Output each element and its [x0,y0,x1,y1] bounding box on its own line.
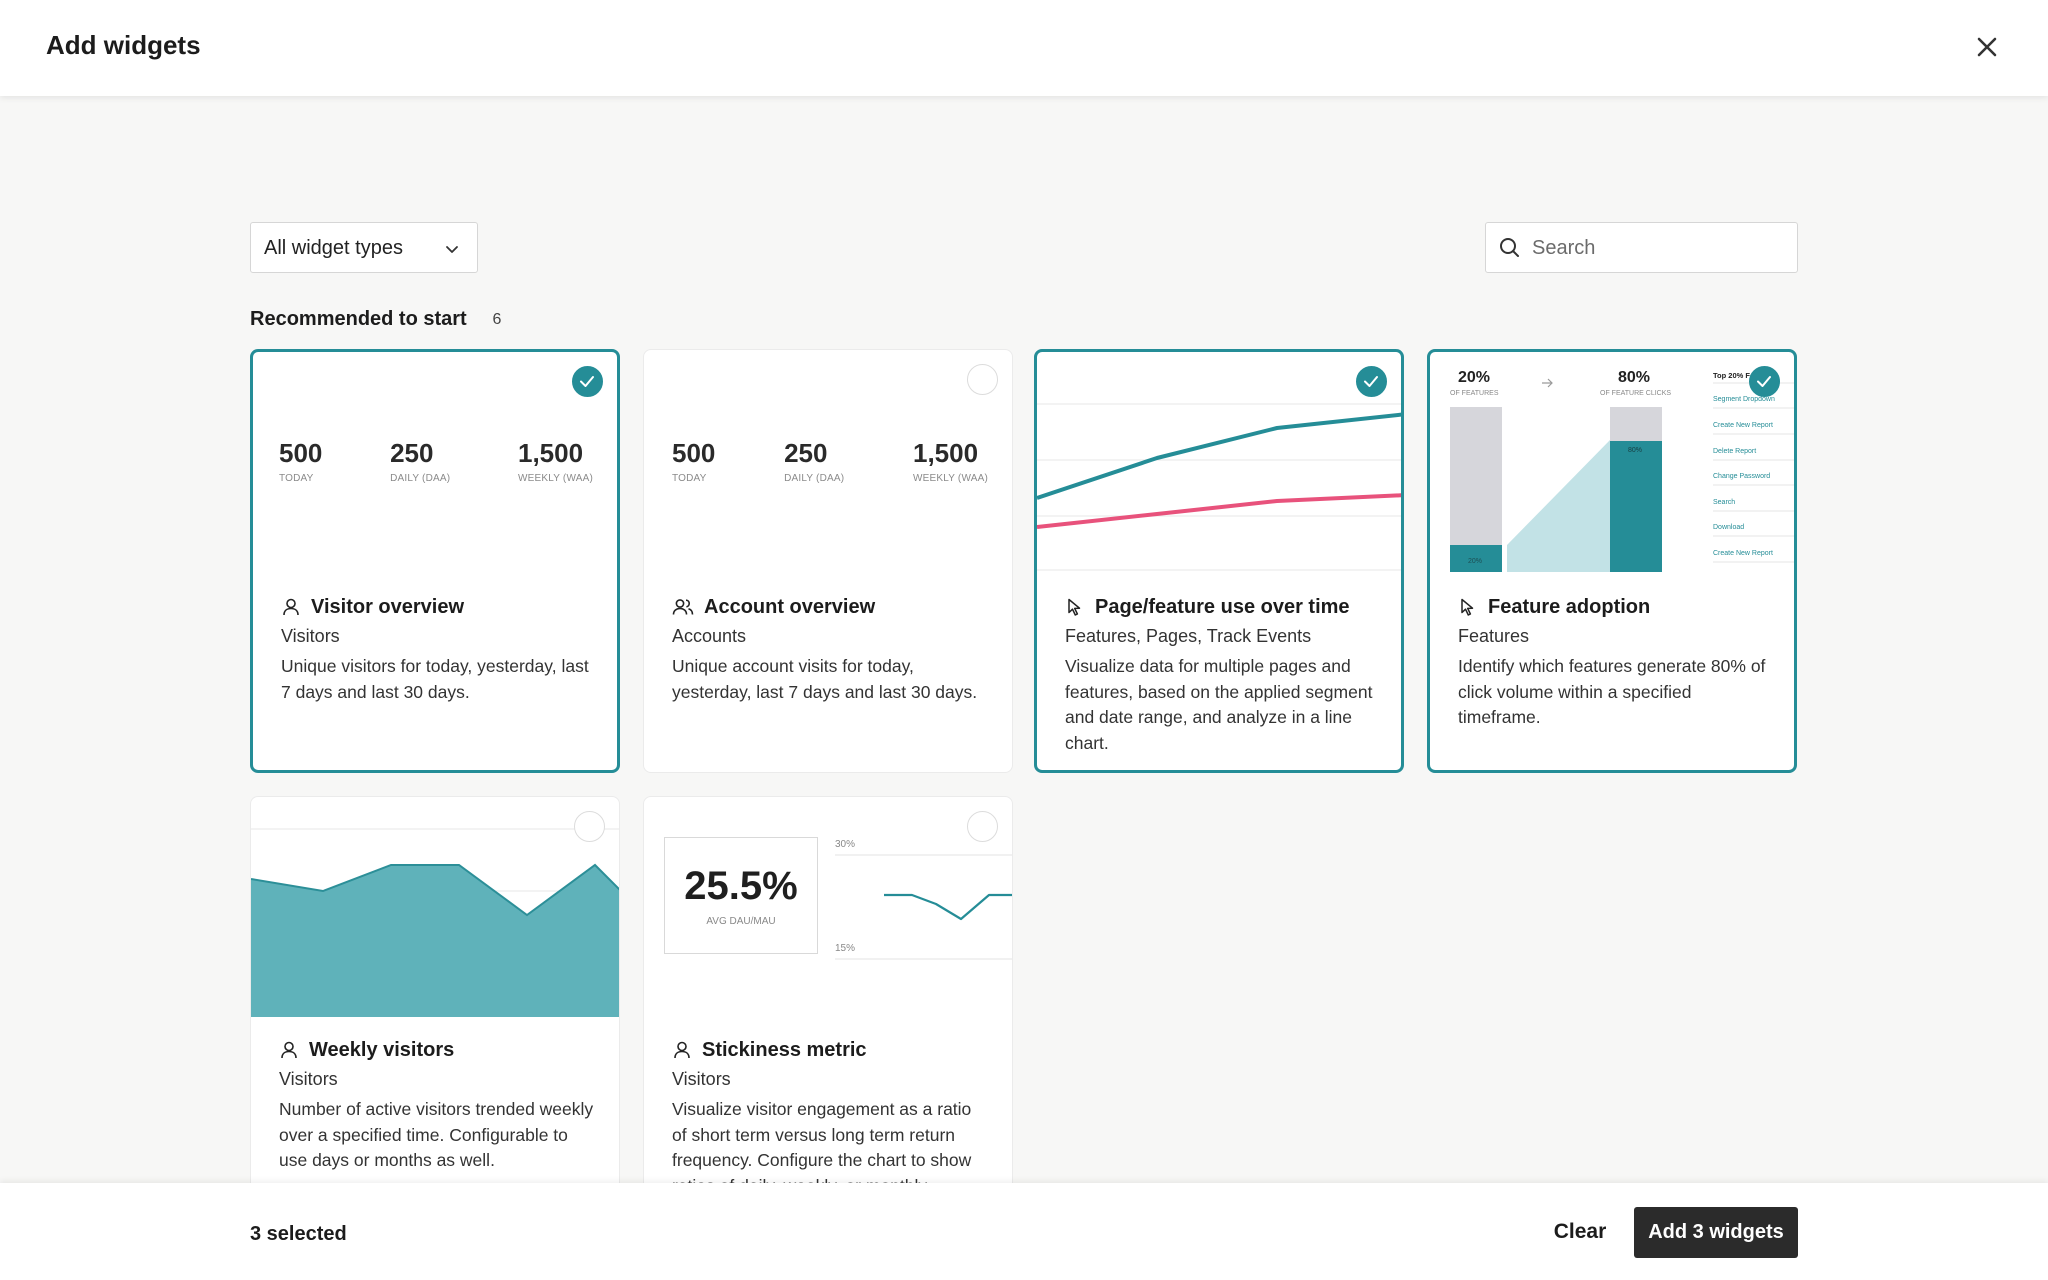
widget-category: Visitors [279,1069,338,1089]
stat-daily: 250 DAILY (DAA) [784,438,845,484]
user-icon [281,1041,297,1059]
selected-count: 3 selected [250,1223,347,1245]
left-bar-label: 20% [1468,558,1482,565]
widget-category: Features [1458,626,1530,646]
arrow-right-icon [1542,378,1553,388]
list-title: Top 20% Features [1713,371,1777,380]
line-chart-preview [1037,352,1401,572]
widget-card-visitor-overview[interactable]: 500 TODAY 250 DAILY (DAA) 1,500 WEEKLY (WAA… [250,349,620,773]
series-line-teal [1037,412,1401,500]
stickiness-preview: 25.5% AVG DAU/MAU 30% 15% [644,797,1012,1017]
chevron-down-icon [446,246,458,253]
cursor-icon [1461,598,1474,616]
modal-footer: 3 selected Clear Add 3 widgets [0,1183,2048,1280]
cursor-icon [1068,598,1081,616]
select-checkbox[interactable] [574,811,605,842]
user-icon [674,1041,690,1059]
metric-label: AVG DAU/MAU [706,916,776,927]
list-item: Create New Report [1713,550,1773,557]
widget-preview: 500 TODAY 250 DAILY (DAA) 1,500 WEEKLY (WAA… [253,352,617,572]
select-checkbox[interactable] [572,366,603,397]
left-value: 20% [1458,369,1490,386]
list-item: Search [1713,499,1735,506]
series-line-pink [1037,493,1401,529]
axis-top-label: 30% [835,839,855,850]
right-value: 80% [1618,369,1650,386]
select-checkbox[interactable] [1356,366,1387,397]
close-icon [1977,37,1997,57]
users-icon [672,599,694,615]
stat-weekly: 1,500 WEEKLY (WAA) [517,438,593,484]
list-item: Create New Report [1713,422,1773,429]
widget-type-dropdown[interactable]: All widget types [250,222,478,273]
list-item: Segment Dropdown [1713,396,1775,403]
trend-line [884,893,1012,921]
stat-daily: 250 DAILY (DAA) [390,438,451,484]
widget-name: Feature adoption [1488,595,1651,618]
widget-description: Unique account visits for today, yesterd… [672,656,978,702]
widget-description: Identify which features generate 80% of … [1458,656,1766,727]
area-chart-preview [251,797,619,1017]
stat-today: 500 TODAY [279,438,323,484]
widget-name: Page/feature use over time [1095,595,1350,618]
widget-name: Stickiness metric [702,1038,867,1061]
widget-name: Weekly visitors [309,1038,455,1061]
list-item: Delete Report [1713,448,1756,455]
widget-description: Number of active visitors trended weekly… [279,1099,594,1170]
select-checkbox[interactable] [1749,366,1780,397]
check-icon [1757,376,1771,387]
search-input[interactable] [1532,233,1782,263]
modal-title: Add widgets [46,30,201,60]
widget-preview: 500 TODAY 250 DAILY (DAA) 1,500 WEEKLY (WAA… [644,350,1012,570]
check-icon [580,376,594,387]
widget-name: Account overview [704,595,876,618]
right-bar-label: 80% [1628,447,1642,454]
widget-card-account-overview[interactable]: 500 TODAY 250 DAILY (DAA) 1,500 WEEKLY (WAA… [643,349,1013,773]
section-title: Recommended to start [250,308,467,330]
search-icon [1500,238,1519,257]
clear-button[interactable]: Clear [1540,1207,1620,1257]
area-series [251,865,619,1017]
add-widgets-button[interactable]: Add 3 widgets [1634,1207,1798,1258]
widget-card-feature-adoption[interactable]: 20% OF FEATURES 80% OF FEATURE CLICKS 20… [1427,349,1797,773]
check-icon [1364,376,1378,387]
feature-adoption-preview: 20% OF FEATURES 80% OF FEATURE CLICKS 20… [1430,352,1794,574]
widget-type-label: All widget types [264,237,403,259]
section-count-badge: 6 [492,311,502,328]
close-button[interactable] [1972,32,2002,62]
modal-header: Add widgets [0,0,2048,96]
widget-category: Visitors [672,1069,731,1089]
axis-bottom-label: 15% [835,943,855,954]
widget-card-stickiness-metric[interactable]: 25.5% AVG DAU/MAU 30% 15% Stickiness met… [643,796,1013,1220]
widget-name: Visitor overview [311,595,465,618]
widget-category: Features, Pages, Track Events [1065,626,1312,646]
select-checkbox[interactable] [967,811,998,842]
stat-weekly: 1,500 WEEKLY (WAA) [912,438,988,484]
list-item: Change Password [1713,473,1770,480]
left-label: OF FEATURES [1450,390,1499,397]
list-item: Download [1713,524,1744,531]
widget-description: Unique visitors for today, yesterday, la… [281,656,589,702]
user-icon [283,598,299,616]
select-checkbox[interactable] [967,364,998,395]
widget-description: Visualize data for multiple pages and fe… [1065,656,1373,753]
search-box [1485,222,1798,273]
right-label: OF FEATURE CLICKS [1600,390,1671,397]
widget-card-page-feature-use[interactable]: Page/feature use over time Features, Pag… [1034,349,1404,773]
metric-box: 25.5% AVG DAU/MAU [664,837,818,954]
widget-card-weekly-visitors[interactable]: Weekly visitors Visitors Number of activ… [250,796,620,1220]
metric-value: 25.5% [684,864,798,908]
widget-category: Visitors [281,626,340,646]
stat-today: 500 TODAY [672,438,716,484]
widget-category: Accounts [672,626,747,646]
